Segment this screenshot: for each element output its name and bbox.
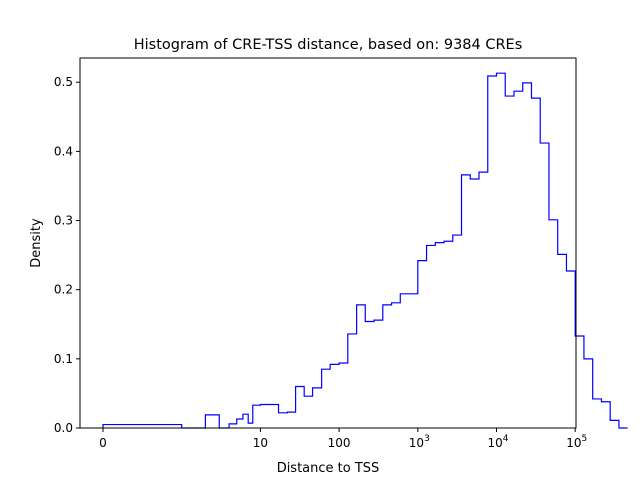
x-tick-label: 105 <box>566 434 587 450</box>
y-tick-label: 0.4 <box>54 144 73 158</box>
y-axis-ticks: 0.0 0.1 0.2 0.3 0.4 0.5 <box>54 75 80 435</box>
x-tick-label: 103 <box>409 434 430 450</box>
y-tick-label: 0.3 <box>54 214 73 228</box>
y-axis-label: Density <box>29 218 44 268</box>
chart-title: Histogram of CRE-TSS distance, based on:… <box>134 37 523 53</box>
y-tick-label: 0.0 <box>54 421 73 435</box>
y-tick-label: 0.5 <box>54 75 73 89</box>
x-tick-label: 100 <box>328 436 351 450</box>
x-tick-label: 0 <box>99 436 107 450</box>
y-tick-label: 0.2 <box>54 283 73 297</box>
plot-frame <box>79 57 577 429</box>
x-axis-label: Distance to TSS <box>277 461 380 476</box>
histogram-step-line <box>102 72 628 429</box>
x-axis-ticks: 010100103104105106 <box>99 428 587 450</box>
x-tick-label: 10 <box>253 436 268 450</box>
y-tick-label: 0.1 <box>54 352 73 366</box>
x-tick-label: 104 <box>488 434 509 450</box>
